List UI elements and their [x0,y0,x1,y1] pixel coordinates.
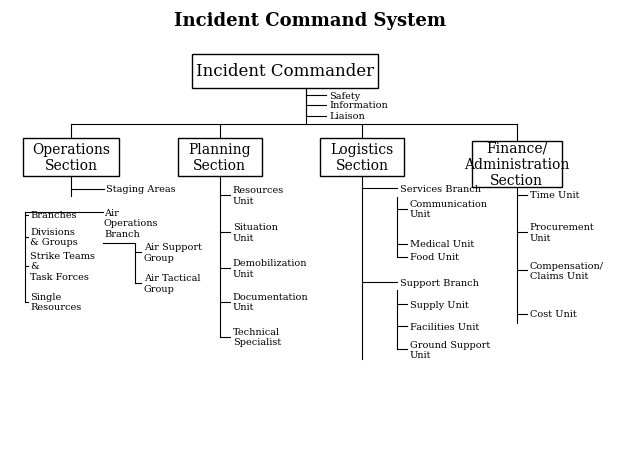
Text: Situation
Unit: Situation Unit [233,223,277,242]
Text: Operations
Section: Operations Section [32,142,110,173]
Text: Strike Teams
&
Task Forces: Strike Teams & Task Forces [30,251,95,281]
Text: Information: Information [329,101,388,110]
Text: Time Unit: Time Unit [530,191,579,200]
Text: Documentation
Unit: Documentation Unit [233,292,308,312]
Text: Support Branch: Support Branch [400,278,478,287]
Text: Branches: Branches [30,211,77,220]
Text: Medical Unit: Medical Unit [410,240,474,249]
Text: Staging Areas: Staging Areas [106,185,176,194]
FancyBboxPatch shape [321,138,404,176]
Text: Technical
Specialist: Technical Specialist [233,327,281,347]
Text: Resources
Unit: Resources Unit [233,186,284,205]
Text: Food Unit: Food Unit [410,252,459,262]
Text: Single
Resources: Single Resources [30,292,82,312]
Text: Air Tactical
Group: Air Tactical Group [144,274,200,293]
Text: Finance/
Administration
Section: Finance/ Administration Section [464,141,569,188]
Text: Cost Unit: Cost Unit [530,309,577,319]
Text: Incident Command System: Incident Command System [173,12,446,30]
FancyBboxPatch shape [24,138,119,176]
Text: Divisions
& Groups: Divisions & Groups [30,227,78,247]
Text: Services Branch: Services Branch [400,184,481,194]
Text: Facilities Unit: Facilities Unit [410,322,479,331]
Text: Communication
Unit: Communication Unit [410,200,488,219]
Text: Ground Support
Unit: Ground Support Unit [410,340,490,359]
Text: Logistics
Section: Logistics Section [331,142,394,173]
Text: Demobilization
Unit: Demobilization Unit [233,259,307,278]
FancyBboxPatch shape [472,141,562,188]
Text: Air Support
Group: Air Support Group [144,243,202,262]
Text: Supply Unit: Supply Unit [410,300,469,309]
FancyBboxPatch shape [192,55,378,88]
Text: Planning
Section: Planning Section [188,142,251,173]
Text: Liaison: Liaison [329,112,365,121]
Text: Incident Commander: Incident Commander [196,63,374,80]
FancyBboxPatch shape [178,138,261,176]
Text: Air
Operations
Branch: Air Operations Branch [104,208,158,238]
Text: Safety: Safety [329,91,360,100]
Text: Compensation/
Claims Unit: Compensation/ Claims Unit [530,261,604,281]
Text: Procurement
Unit: Procurement Unit [530,223,595,242]
